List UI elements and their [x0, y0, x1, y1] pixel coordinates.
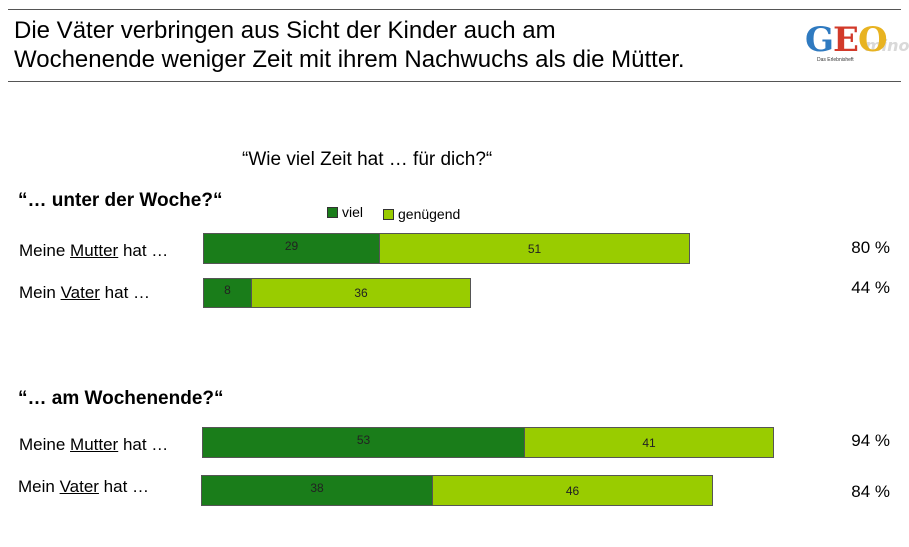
section-title-weekend: “… am Wochenende?“ — [18, 388, 224, 409]
legend-viel: viel — [327, 204, 363, 220]
row-label-mother-weekend: Meine Mutter hat … — [19, 435, 169, 454]
total-father-weekend: 84 % — [851, 482, 890, 501]
logo-subtitle: Das Erlebnisheft — [817, 57, 854, 63]
total-mother-weekend: 94 % — [851, 431, 890, 450]
top-rule — [8, 9, 901, 10]
legend-label-genuegend: genügend — [398, 206, 461, 222]
geo-mini-logo: mino GEO Das Erlebnisheft — [805, 20, 909, 66]
bar-value-label-genuegend: 51 — [527, 241, 542, 256]
bar-segment-genuegend — [379, 233, 690, 264]
logo-mini-wordmark: mino — [865, 36, 909, 55]
logo-geo-wordmark: GEO — [805, 20, 888, 60]
title-underline-rule — [8, 81, 901, 82]
total-father-week: 44 % — [851, 278, 890, 297]
bar-segment-genuegend — [524, 427, 774, 458]
total-mother-week: 80 % — [851, 238, 890, 257]
legend-label-viel: viel — [342, 204, 364, 220]
page-title-line-2: Wochenende weniger Zeit mit ihrem Nachwu… — [14, 46, 685, 73]
chart-question: “Wie viel Zeit hat … für dich?“ — [242, 149, 493, 170]
row-label-father-week: Mein Vater hat … — [19, 283, 151, 302]
bar-segment-viel — [201, 475, 433, 506]
section-title-week: “… unter der Woche?“ — [18, 190, 223, 211]
legend-genuegend: genügend — [383, 206, 460, 222]
bar-segment-genuegend — [251, 278, 471, 308]
bar-value-label-viel: 8 — [224, 283, 231, 297]
bar-value-label-genuegend: 46 — [565, 483, 580, 498]
bar-value-label-genuegend: 36 — [354, 286, 368, 300]
bar-mother-week: 29 51 — [203, 233, 690, 264]
bar-segment-viel — [202, 427, 525, 458]
row-label-mother-week: Meine Mutter hat … — [19, 241, 169, 260]
legend-swatch-viel — [327, 207, 338, 218]
bar-value-label-viel: 53 — [356, 432, 371, 447]
legend-swatch-genuegend — [383, 209, 394, 220]
bar-segment-genuegend — [432, 475, 713, 506]
bar-mother-weekend: 53 41 — [202, 427, 774, 458]
bar-father-weekend: 38 46 — [201, 475, 713, 506]
bar-value-label-genuegend: 41 — [642, 435, 656, 450]
bar-value-label-viel: 29 — [284, 238, 299, 253]
page-title-line-1: Die Väter verbringen aus Sicht der Kinde… — [14, 17, 556, 44]
bar-value-label-viel: 38 — [310, 480, 324, 495]
row-label-father-weekend: Mein Vater hat … — [18, 477, 150, 496]
bar-father-week: 8 36 — [203, 278, 471, 308]
